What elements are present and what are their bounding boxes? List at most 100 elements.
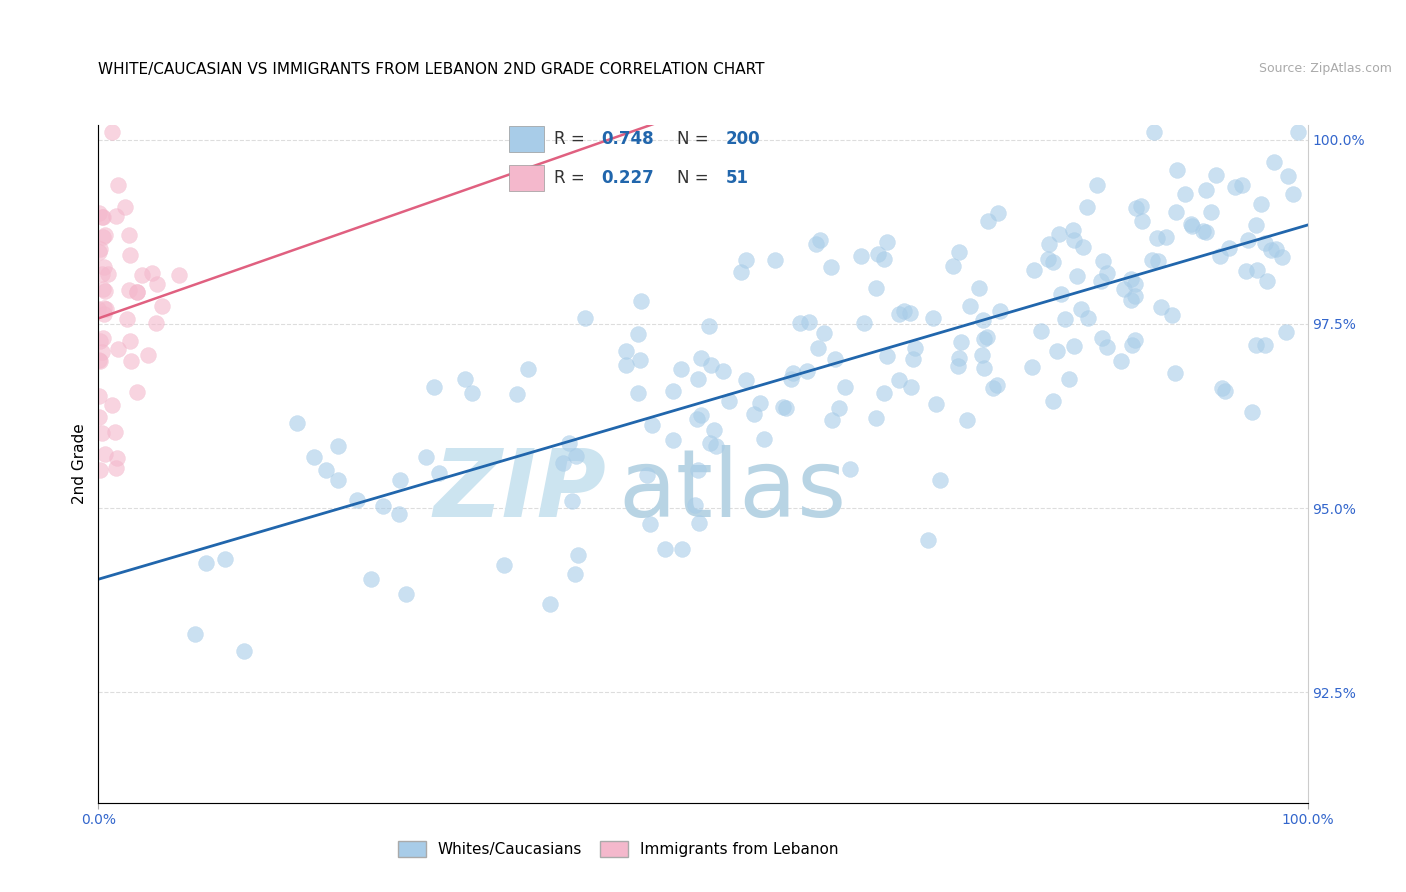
- Point: [990, 304, 1012, 318]
- Point: [699, 436, 721, 450]
- Point: [1253, 338, 1275, 352]
- Point: [627, 386, 650, 401]
- Point: [1038, 236, 1060, 251]
- Point: [824, 352, 846, 367]
- Point: [628, 353, 651, 368]
- Point: [141, 266, 163, 280]
- Point: [1213, 384, 1236, 398]
- Point: [87, 409, 110, 424]
- Point: [948, 359, 970, 373]
- Point: [981, 381, 1004, 395]
- FancyBboxPatch shape: [509, 126, 544, 152]
- Point: [1022, 262, 1045, 277]
- Point: [107, 178, 129, 193]
- Point: [917, 533, 939, 547]
- Point: [640, 517, 662, 532]
- Point: [688, 463, 710, 477]
- Point: [91, 331, 114, 345]
- Point: [713, 363, 735, 377]
- Point: [1164, 204, 1187, 219]
- Point: [876, 350, 898, 364]
- Point: [948, 244, 970, 259]
- Point: [118, 228, 141, 243]
- Point: [1021, 359, 1043, 374]
- Point: [820, 260, 842, 275]
- Point: [538, 597, 561, 611]
- Point: [967, 281, 990, 295]
- Point: [326, 473, 349, 487]
- Point: [118, 334, 141, 349]
- Point: [101, 125, 124, 139]
- Point: [703, 423, 725, 437]
- Point: [834, 380, 856, 394]
- Point: [1260, 243, 1282, 257]
- Point: [91, 210, 114, 224]
- Point: [461, 385, 484, 400]
- Point: [1125, 277, 1147, 291]
- Point: [214, 552, 236, 566]
- Point: [1092, 253, 1115, 268]
- Point: [1070, 301, 1092, 316]
- Point: [94, 284, 117, 298]
- Point: [903, 341, 925, 355]
- Point: [749, 396, 772, 410]
- Point: [93, 301, 115, 315]
- Text: ZIP: ZIP: [433, 445, 606, 537]
- Point: [1230, 178, 1253, 193]
- Point: [889, 307, 911, 321]
- Point: [1114, 282, 1136, 296]
- Point: [1256, 274, 1278, 288]
- Text: N =: N =: [678, 169, 714, 186]
- Point: [1059, 372, 1081, 386]
- Point: [1271, 250, 1294, 264]
- Point: [150, 299, 173, 313]
- Point: [699, 319, 721, 334]
- Point: [1199, 205, 1222, 219]
- Point: [893, 303, 915, 318]
- Point: [105, 450, 128, 465]
- Point: [87, 206, 110, 220]
- Point: [360, 572, 382, 586]
- Point: [689, 408, 711, 422]
- Point: [1174, 187, 1197, 202]
- Point: [91, 230, 114, 244]
- Point: [87, 353, 110, 368]
- Point: [107, 343, 129, 357]
- Point: [1241, 405, 1264, 419]
- Point: [813, 326, 835, 340]
- Point: [429, 466, 451, 480]
- Point: [89, 334, 111, 348]
- Point: [395, 587, 418, 601]
- Point: [1130, 199, 1153, 213]
- Point: [1036, 252, 1059, 267]
- Point: [184, 627, 207, 641]
- Point: [101, 398, 124, 412]
- Point: [194, 556, 217, 570]
- Point: [973, 361, 995, 376]
- Point: [105, 461, 128, 475]
- Text: R =: R =: [554, 169, 591, 186]
- Point: [1125, 201, 1147, 215]
- Point: [775, 401, 797, 415]
- Point: [1211, 381, 1233, 395]
- Point: [976, 330, 998, 344]
- Point: [614, 358, 637, 372]
- Point: [718, 393, 741, 408]
- Point: [898, 306, 921, 320]
- Point: [315, 463, 337, 477]
- Point: [87, 245, 110, 260]
- Text: 0.748: 0.748: [600, 130, 654, 148]
- Point: [685, 498, 707, 512]
- Point: [630, 293, 652, 308]
- Point: [117, 283, 139, 297]
- Point: [89, 243, 111, 257]
- Point: [956, 413, 979, 427]
- Point: [145, 316, 167, 330]
- Point: [91, 344, 114, 359]
- Point: [688, 371, 710, 385]
- Point: [454, 372, 477, 386]
- Point: [1147, 254, 1170, 268]
- Text: R =: R =: [554, 130, 591, 148]
- Point: [117, 311, 139, 326]
- Point: [865, 410, 887, 425]
